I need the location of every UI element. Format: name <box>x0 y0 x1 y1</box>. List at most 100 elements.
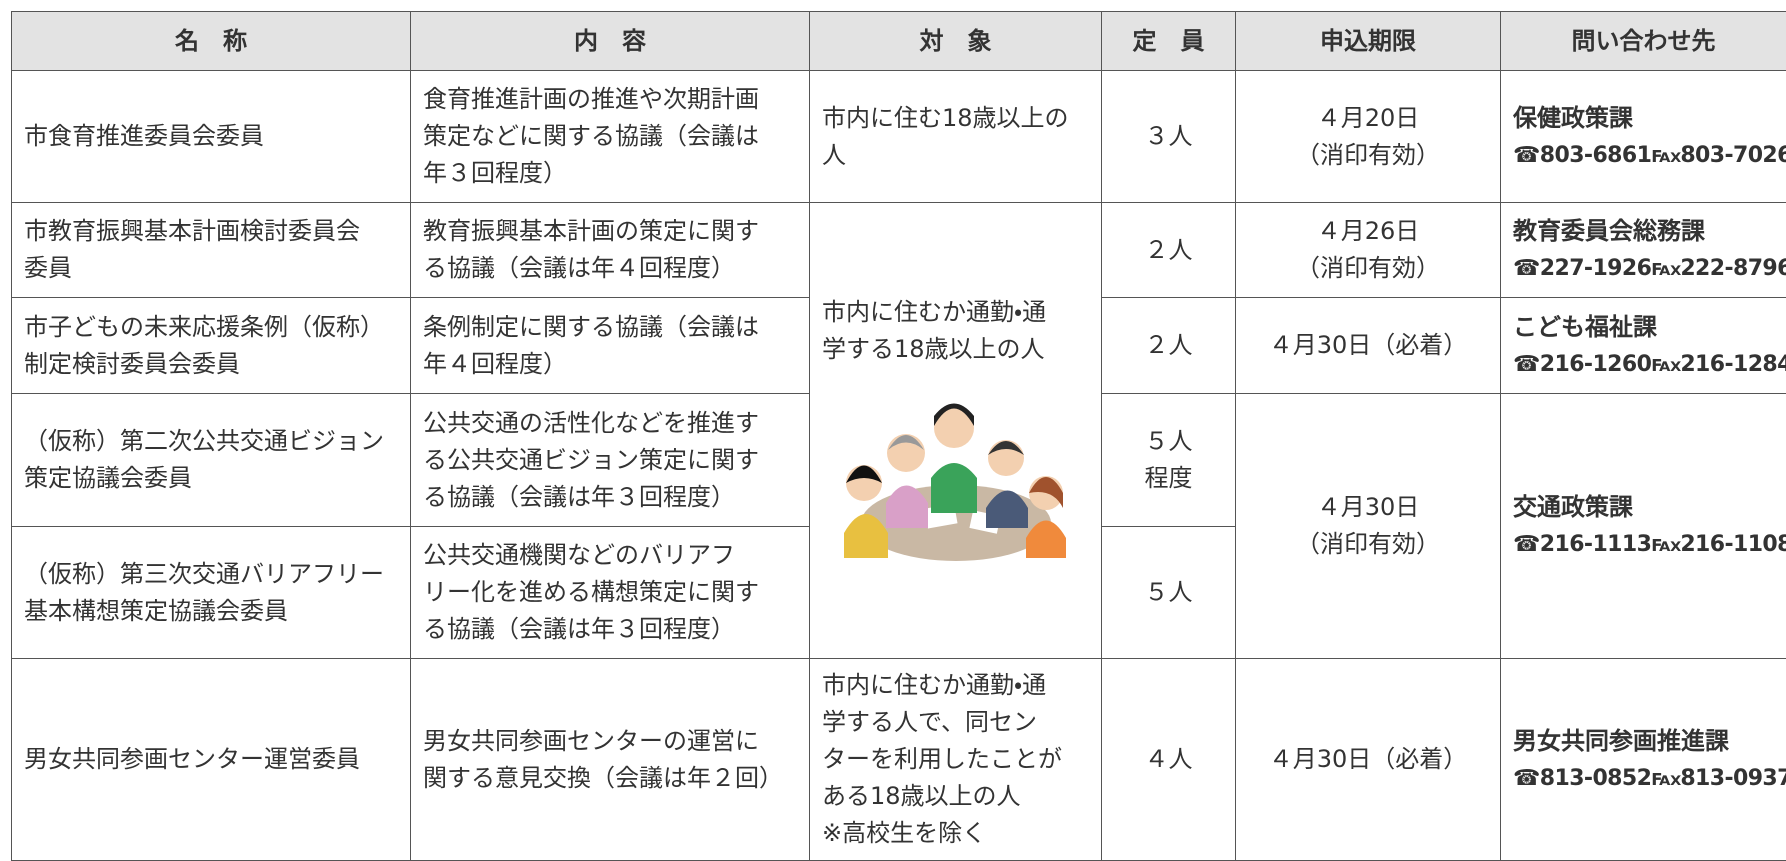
cell-line: 交通政策課 <box>1513 493 1633 521</box>
cell-line: 公共交通機関などのバリアフ <box>423 541 735 569</box>
table-row: 市教育振興基本計画検討委員会 委員 教育振興基本計画の策定に関す る協議（会議は年４回… <box>11 202 1786 659</box>
cell-line: 市内に住むか通勤・通 <box>822 671 1047 699</box>
cell-line: 教育委員会総務課 <box>1513 217 1705 245</box>
cell-line: 委員 <box>24 254 72 282</box>
cell-line: ４月30日（必着） <box>1268 745 1468 773</box>
capacity-cell: ２人 <box>1101 202 1236 298</box>
cell-line: 市子どもの未来応援条例（仮称） <box>24 312 384 341</box>
cell-line: ３人 <box>1144 122 1193 150</box>
header-cell: 内 容 <box>410 11 810 71</box>
cell-line: ☎216-1113℻216-1108 <box>1513 532 1786 557</box>
contact-cell: 教育委員会総務課 ☎227-1926℻222-8796 <box>1500 202 1786 298</box>
cell-line: 男女共同参画推進課 <box>1513 726 1729 755</box>
content-cell: 食育推進計画の推進や次期計画 策定などに関する協議（会議は 年３回程度） <box>410 70 810 203</box>
cell-line: ☎813-0852℻813-0937 <box>1513 765 1786 791</box>
table-body: 市食育推進委員会委員 食育推進計画の推進や次期計画 策定などに関する協議（会議は 年３… <box>11 70 1786 861</box>
cell-line: ４月30日 <box>1316 493 1420 521</box>
header-cell: 名 称 <box>11 11 411 71</box>
table-header: 名 称 内 容 対 象 定 員 申込期限 問い合わせ先 <box>11 11 1786 71</box>
recruitment-table: 名 称 内 容 対 象 定 員 申込期限 問い合わせ先 市食育推進委員会委員 食育… <box>11 11 1786 861</box>
content-cell: 公共交通機関などのバリアフ リー化を進める構想策定に関す る協議（会議は年３回程度） <box>410 526 810 659</box>
name-cell: 市教育振興基本計画検討委員会 委員 <box>11 202 411 298</box>
meeting-illustration <box>843 403 1066 561</box>
cell-line: 男女共同参画センターの運営に <box>423 726 759 755</box>
cell-line: ５人 <box>1144 578 1193 606</box>
table-row: （仮称）第二次公共交通ビジョン 策定協議会委員 公共交通の活性化などを推進す る公共交… <box>11 393 1786 659</box>
cell-line: 市教育振興基本計画検討委員会 <box>24 217 360 245</box>
target-cell: 市内に住むか通勤・通 学する人で、同セン ターを利用したことが ある18歳以上の人 ※高… <box>809 658 1102 861</box>
cell-line: 男女共同参画センター運営委員 <box>24 745 360 773</box>
table-row: 市子どもの未来応援条例（仮称） 制定検討委員会委員 条例制定に関する協議（会議は 年４… <box>11 297 1786 394</box>
cell-line: る協議（会議は年３回程度） <box>423 615 735 643</box>
content-cell: 男女共同参画センターの運営に 関する意見交換（会議は年２回） <box>410 658 810 861</box>
deadline-cell: ４月30日（必着） <box>1235 658 1501 861</box>
contact-cell: 保健政策課 ☎803-6861℻803-7026 <box>1500 70 1786 203</box>
cell-line: リー化を進める構想策定に関す <box>423 578 759 606</box>
cell-line: 学する人で、同セン <box>822 708 1038 736</box>
deadline-cell: ４月20日 （消印有効） <box>1235 70 1501 203</box>
capacity-cell: ２人 <box>1101 297 1236 394</box>
cell-line: 関する意見交換（会議は年２回） <box>423 763 783 792</box>
cell-line: ☎227-1926℻222-8796 <box>1513 256 1786 281</box>
cell-line: 人 <box>822 140 846 169</box>
cell-line: ☎803-6861℻803-7026 <box>1513 142 1786 168</box>
cell-line: る協議（会議は年３回程度） <box>423 482 735 511</box>
deadline-cell: ４月26日 （消印有効） <box>1235 202 1501 298</box>
contact-cell: 男女共同参画推進課 ☎813-0852℻813-0937 <box>1500 658 1786 861</box>
cell-line: ☎216-1260℻216-1284 <box>1513 351 1786 377</box>
header-row: 名 称 内 容 対 象 定 員 申込期限 問い合わせ先 <box>11 11 1786 71</box>
capacity-cell: ５人 <box>1101 526 1236 659</box>
cell-line: ある18歳以上の人 <box>822 782 1021 810</box>
cell-line: （仮称）第三次交通バリアフリー <box>24 559 384 588</box>
table-wrapper: 名 称 内 容 対 象 定 員 申込期限 問い合わせ先 市食育推進委員会委員 食育… <box>11 11 1786 861</box>
content-cell: 教育振興基本計画の策定に関す る協議（会議は年４回程度） <box>410 202 810 298</box>
cell-line: 食育推進計画の推進や次期計画 <box>423 85 759 113</box>
cell-line: 保健政策課 <box>1513 103 1633 132</box>
cell-line: る公共交通ビジョン策定に関す <box>423 445 759 474</box>
target-cell: 市内に住むか通勤・通 学する18歳以上の人 <box>809 202 1102 659</box>
name-cell: 市食育推進委員会委員 <box>11 70 411 203</box>
capacity-cell: ４人 <box>1101 658 1236 861</box>
cell-line: 市内に住む18歳以上の <box>822 103 1069 132</box>
cell-line: （消印有効） <box>1296 254 1440 282</box>
cell-line: ４人 <box>1144 745 1193 773</box>
cell-line: ２人 <box>1144 235 1193 264</box>
table-row: （仮称）第三次交通バリアフリー 基本構想策定協議会委員 公共交通機関などのバリアフリ… <box>11 526 1786 659</box>
cell-line: ２人 <box>1144 331 1193 359</box>
content-cell: 条例制定に関する協議（会議は 年４回程度） <box>410 297 810 394</box>
cell-line: こども福祉課 <box>1513 312 1657 341</box>
cell-line: ５人 <box>1144 427 1193 455</box>
cell-line: 年３回程度） <box>423 159 567 187</box>
name-cell: 市子どもの未来応援条例（仮称） 制定検討委員会委員 <box>11 297 411 394</box>
cell-line: 年４回程度） <box>423 349 567 378</box>
name-cell: （仮称）第二次公共交通ビジョン 策定協議会委員 <box>11 393 411 527</box>
cell-line: （消印有効） <box>1296 530 1440 558</box>
content-cell: 公共交通の活性化などを推進す る公共交通ビジョン策定に関す る協議（会議は年３回程度… <box>410 393 810 527</box>
cell-line: （仮称）第二次公共交通ビジョン <box>24 427 384 455</box>
cell-line: 制定検討委員会委員 <box>24 349 240 378</box>
contact-cell: 交通政策課 ☎216-1113℻216-1108 <box>1500 393 1786 659</box>
cell-line: ４月26日 <box>1316 217 1420 245</box>
deadline-cell: ４月30日（必着） <box>1235 297 1501 394</box>
target-cell: 市内に住む18歳以上の人 <box>809 70 1102 203</box>
cell-line: 基本構想策定協議会委員 <box>24 596 288 625</box>
header-cell: 申込期限 <box>1235 11 1501 71</box>
cell-line: 教育振興基本計画の策定に関す <box>423 217 759 245</box>
header-cell: 対 象 <box>809 11 1102 71</box>
capacity-cell: ３人 <box>1101 70 1236 203</box>
table-row: 男女共同参画センター運営委員 男女共同参画センターの運営に 関する意見交換（会議は年… <box>11 658 1786 861</box>
cell-line: 市内に住むか通勤・通 <box>822 297 1047 326</box>
capacity-cell: ５人程度 <box>1101 393 1236 527</box>
cell-line: 程度 <box>1144 464 1193 492</box>
header-cell: 定 員 <box>1101 11 1236 71</box>
cell-line: 策定協議会委員 <box>24 464 192 492</box>
contact-cell: こども福祉課 ☎216-1260℻216-1284 <box>1500 297 1786 394</box>
cell-line: ４月30日（必着） <box>1268 331 1468 359</box>
cell-line: 条例制定に関する協議（会議は <box>423 312 759 341</box>
name-cell: 男女共同参画センター運営委員 <box>11 658 411 861</box>
cell-line: ※高校生を除く <box>822 819 987 847</box>
name-cell: （仮称）第三次交通バリアフリー 基本構想策定協議会委員 <box>11 526 411 659</box>
cell-line: ４月20日 <box>1316 103 1420 132</box>
cell-line: ターを利用したことが <box>822 745 1062 773</box>
